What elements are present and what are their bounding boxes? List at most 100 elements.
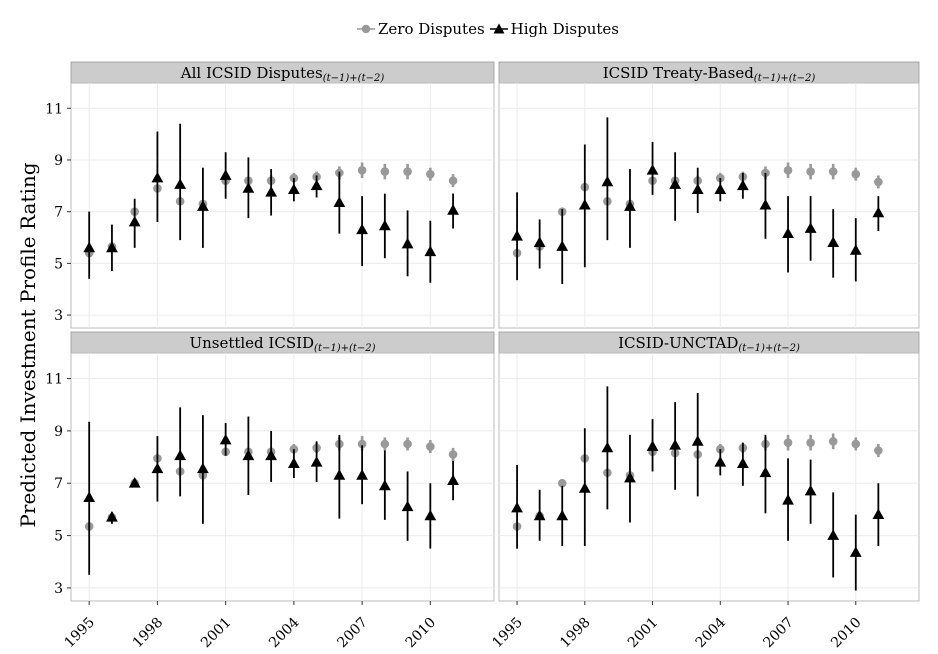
legend-item-high: High Disputes: [489, 20, 619, 38]
zero-point: [828, 437, 838, 446]
zero-point: [403, 167, 412, 176]
high-point: [849, 546, 862, 557]
zero-point: [557, 478, 567, 488]
high-point: [378, 479, 391, 491]
high-point: [242, 182, 255, 193]
high-point: [804, 484, 817, 496]
high-point: [714, 183, 727, 195]
panel-title: Unsettled ICSID(t−1)+(t−2): [189, 334, 375, 354]
zero-point: [874, 177, 883, 187]
high-point: [310, 179, 323, 191]
zero-point: [806, 438, 815, 447]
y-tick-label: 5: [54, 256, 63, 272]
high-point: [128, 477, 141, 488]
high-point: [827, 529, 840, 540]
y-tick-label: 9: [54, 153, 63, 169]
zero-point: [828, 167, 838, 176]
high-point: [197, 200, 209, 211]
zero-point: [448, 450, 458, 459]
high-point: [624, 471, 636, 483]
high-point: [265, 186, 278, 197]
x-tick-label: 1995: [489, 615, 526, 652]
y-tick-label: 3: [54, 581, 63, 597]
high-point: [804, 222, 817, 233]
high-point: [782, 494, 794, 505]
high-point: [333, 196, 346, 207]
high-point: [669, 178, 682, 189]
zero-point: [426, 442, 435, 451]
high-point: [736, 179, 749, 191]
high-point: [287, 457, 300, 468]
high-point: [849, 244, 862, 255]
high-point: [242, 449, 255, 461]
panel-title: All ICSID Disputes(t−1)+(t−2): [180, 64, 385, 84]
high-point: [759, 466, 772, 478]
high-point: [646, 164, 659, 175]
zero-point: [403, 439, 412, 449]
high-point: [556, 240, 569, 251]
high-point: [128, 215, 141, 227]
high-point: [601, 175, 614, 187]
legend-item-zero: Zero Disputes: [356, 20, 485, 38]
panel-background: [70, 352, 495, 602]
x-tick-label: 1998: [557, 615, 594, 652]
high-point: [356, 223, 368, 235]
x-tick-label: 2010: [403, 615, 440, 652]
high-point: [872, 206, 885, 218]
y-tick-label: 7: [54, 205, 63, 221]
legend: Zero Disputes High Disputes: [356, 17, 623, 41]
x-tick-label: 2007: [334, 615, 371, 652]
y-tick-label: 5: [54, 529, 63, 545]
high-point: [197, 462, 209, 474]
panel-background: [70, 82, 495, 329]
y-tick-label: 11: [45, 372, 63, 388]
zero-point: [783, 166, 793, 175]
y-tick-label: 3: [54, 308, 63, 324]
zero-point: [806, 167, 815, 176]
high-point: [401, 500, 414, 512]
zero-point: [448, 176, 458, 185]
panel-1: All ICSID Disputes(t−1)+(t−2) 3 5 7 9 11: [45, 61, 495, 329]
x-tick-label: 2001: [198, 615, 235, 652]
x-tick-label: 1995: [62, 615, 99, 652]
zero-point: [851, 439, 861, 449]
high-point: [556, 509, 569, 521]
x-tick-label: 2004: [266, 614, 303, 651]
high-point: [83, 241, 96, 253]
high-point: [533, 509, 546, 521]
panel-2: ICSID Treaty-Based(t−1)+(t−2): [498, 61, 920, 329]
zero-point: [380, 167, 390, 176]
high-point: [151, 171, 164, 183]
high-point: [287, 183, 300, 195]
high-point: [401, 237, 414, 249]
high-point: [511, 230, 523, 241]
x-tick-label: 1998: [130, 615, 167, 652]
high-point: [533, 236, 546, 248]
x-tick-label: 2007: [760, 615, 797, 652]
high-point: [174, 178, 187, 189]
panel-title: ICSID-UNCTAD(t−1)+(t−2): [618, 334, 800, 354]
y-tick-label: 7: [54, 476, 63, 492]
high-point: [578, 482, 591, 493]
high-point: [424, 509, 437, 521]
zero-point: [380, 439, 390, 449]
high-point: [174, 449, 187, 461]
high-point: [151, 462, 164, 474]
legend-label-zero: Zero Disputes: [378, 20, 485, 38]
high-point: [333, 469, 346, 480]
high-point: [601, 441, 614, 453]
high-point: [691, 435, 704, 446]
high-point: [265, 449, 278, 461]
y-tick-label: 9: [54, 424, 63, 440]
high-point: [669, 439, 682, 450]
zero-point: [426, 169, 435, 179]
high-point: [219, 433, 232, 445]
high-point: [511, 501, 523, 513]
panel-3: Unsettled ICSID(t−1)+(t−2) 3 5 7 9 11 1995 1998…: [45, 331, 495, 652]
legend-label-high: High Disputes: [510, 20, 619, 38]
x-tick-label: 2004: [693, 614, 730, 651]
panel-background: [498, 82, 920, 329]
high-point: [646, 440, 659, 451]
high-point: [83, 491, 96, 502]
